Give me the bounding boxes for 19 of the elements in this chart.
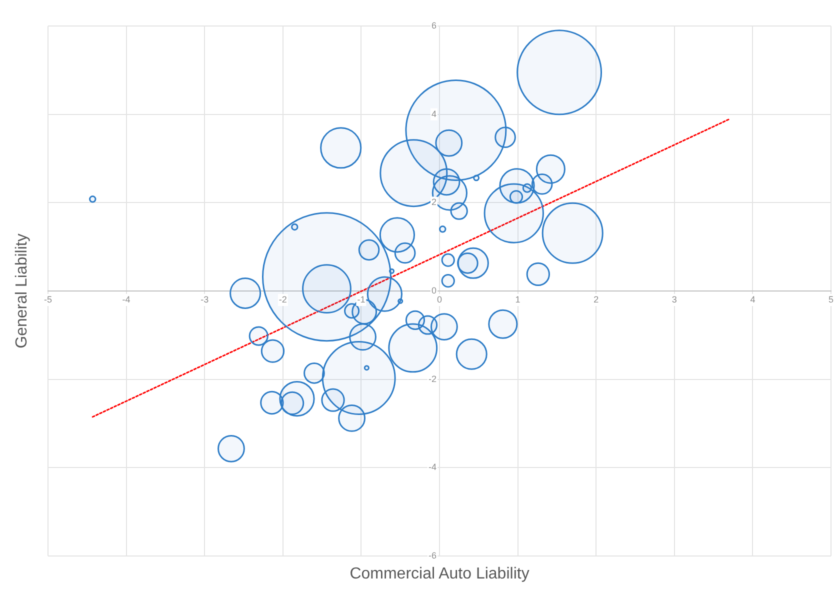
x-tick-label: -3 bbox=[200, 294, 209, 304]
x-tick-label: 1 bbox=[515, 294, 520, 304]
y-tick-label: -6 bbox=[428, 550, 436, 560]
x-tick-label: -4 bbox=[122, 294, 130, 304]
x-tick-label: 3 bbox=[672, 294, 677, 304]
x-tick-label: 2 bbox=[594, 294, 599, 304]
y-tick-label: -4 bbox=[428, 462, 436, 472]
x-axis-title: Commercial Auto Liability bbox=[350, 565, 530, 582]
y-tick-label: 0 bbox=[431, 285, 436, 296]
y-tick-label: 6 bbox=[431, 20, 436, 30]
x-tick-label: -2 bbox=[278, 294, 287, 304]
y-tick-label: 4 bbox=[431, 108, 436, 119]
y-axis-title: General Liability bbox=[13, 234, 30, 348]
x-tick-label: -5 bbox=[44, 294, 52, 304]
x-tick-label: -1 bbox=[357, 294, 366, 304]
x-tick-label: 4 bbox=[750, 294, 756, 304]
y-tick-label: 2 bbox=[431, 197, 436, 208]
y-tick-label: -2 bbox=[428, 374, 436, 384]
x-tick-label: 5 bbox=[828, 294, 834, 304]
